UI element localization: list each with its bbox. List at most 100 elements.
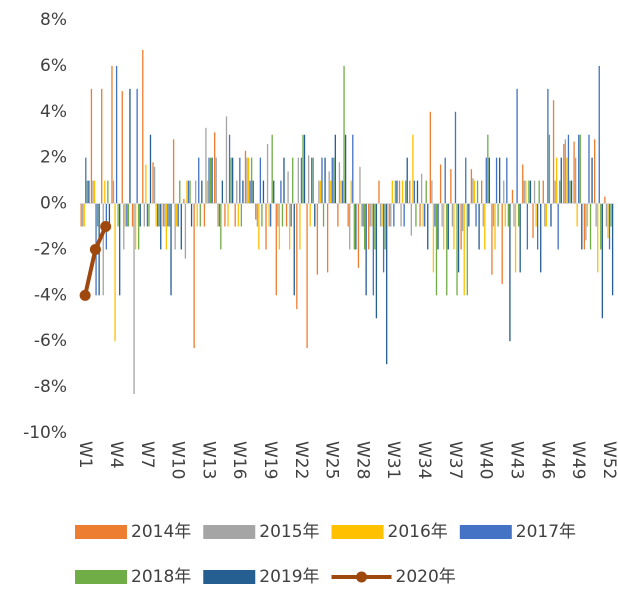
bar (177, 203, 179, 227)
bar (121, 91, 123, 204)
bar (357, 203, 360, 268)
bar (453, 203, 455, 250)
bar (247, 157, 250, 204)
bar (275, 203, 277, 296)
bar (542, 180, 544, 204)
bar (149, 134, 152, 204)
bar (394, 180, 397, 204)
bar (319, 180, 322, 204)
bar (454, 111, 457, 204)
bar (107, 180, 109, 204)
bar (215, 157, 217, 204)
bar (475, 203, 477, 227)
bar (497, 203, 499, 227)
bar (586, 203, 589, 227)
bar (123, 203, 125, 250)
bar (390, 203, 392, 227)
bar (252, 180, 254, 204)
bar (90, 88, 93, 204)
bar (368, 203, 370, 250)
bar (96, 203, 99, 227)
bar (334, 134, 336, 204)
bar (255, 203, 257, 220)
bar (127, 203, 130, 227)
bar (576, 203, 578, 227)
bar (511, 189, 514, 204)
bar (588, 134, 590, 204)
bar (344, 134, 347, 204)
bar (333, 157, 335, 204)
y-tick-label: -6% (34, 331, 67, 351)
bar (443, 203, 445, 250)
bar (249, 180, 251, 204)
bar (605, 203, 608, 227)
bar (547, 88, 549, 204)
x-tick-label: W1 (75, 441, 95, 469)
y-tick-label: -8% (34, 377, 67, 397)
bar (133, 203, 135, 394)
bar (316, 203, 319, 275)
bar (441, 203, 443, 227)
bar (85, 157, 87, 204)
bar (550, 203, 552, 227)
bar (439, 164, 442, 204)
bar (176, 203, 178, 227)
bar (288, 203, 291, 250)
bar (413, 180, 416, 204)
bar (465, 157, 467, 204)
bar (297, 157, 300, 204)
x-tick-label: W4 (106, 441, 126, 469)
bar (365, 203, 367, 296)
bar (503, 180, 505, 204)
x-tick-label: W7 (137, 441, 157, 469)
bar (506, 157, 508, 204)
bar (424, 203, 426, 227)
bar (80, 203, 82, 227)
bar (593, 139, 596, 204)
bar (353, 203, 355, 250)
bar (174, 203, 176, 250)
bar (532, 203, 534, 238)
bar (293, 203, 295, 296)
bar (172, 139, 175, 204)
bar (220, 203, 222, 250)
bar (403, 203, 405, 227)
bar (468, 203, 470, 227)
bar (143, 203, 145, 227)
x-tick-label: W46 (537, 441, 557, 479)
bar (256, 203, 258, 227)
bar (268, 203, 270, 227)
bar (158, 203, 160, 227)
bar (526, 203, 529, 250)
bar (246, 157, 248, 204)
bar (579, 134, 581, 204)
bar (391, 180, 393, 204)
bar (114, 203, 116, 342)
bar (160, 203, 162, 250)
bar (427, 203, 429, 250)
bar (589, 203, 592, 250)
legend-marker (356, 571, 368, 583)
bar (379, 203, 382, 227)
bar (145, 164, 147, 204)
y-tick-label: 4% (40, 102, 67, 122)
bar (478, 203, 480, 250)
bar (186, 180, 188, 204)
bar (187, 180, 190, 204)
legend-swatch (459, 525, 512, 539)
bar (237, 203, 239, 227)
bar (281, 203, 284, 227)
bar (573, 141, 575, 204)
bar (536, 203, 539, 250)
bar (203, 203, 206, 227)
bar (360, 203, 363, 227)
bar (170, 203, 172, 296)
bar (529, 180, 532, 204)
bar (306, 203, 308, 349)
bar (563, 143, 565, 204)
bar (280, 180, 282, 204)
bar (83, 203, 85, 227)
bar (451, 203, 454, 227)
x-tick-label: W19 (260, 441, 280, 479)
bar (463, 203, 465, 296)
